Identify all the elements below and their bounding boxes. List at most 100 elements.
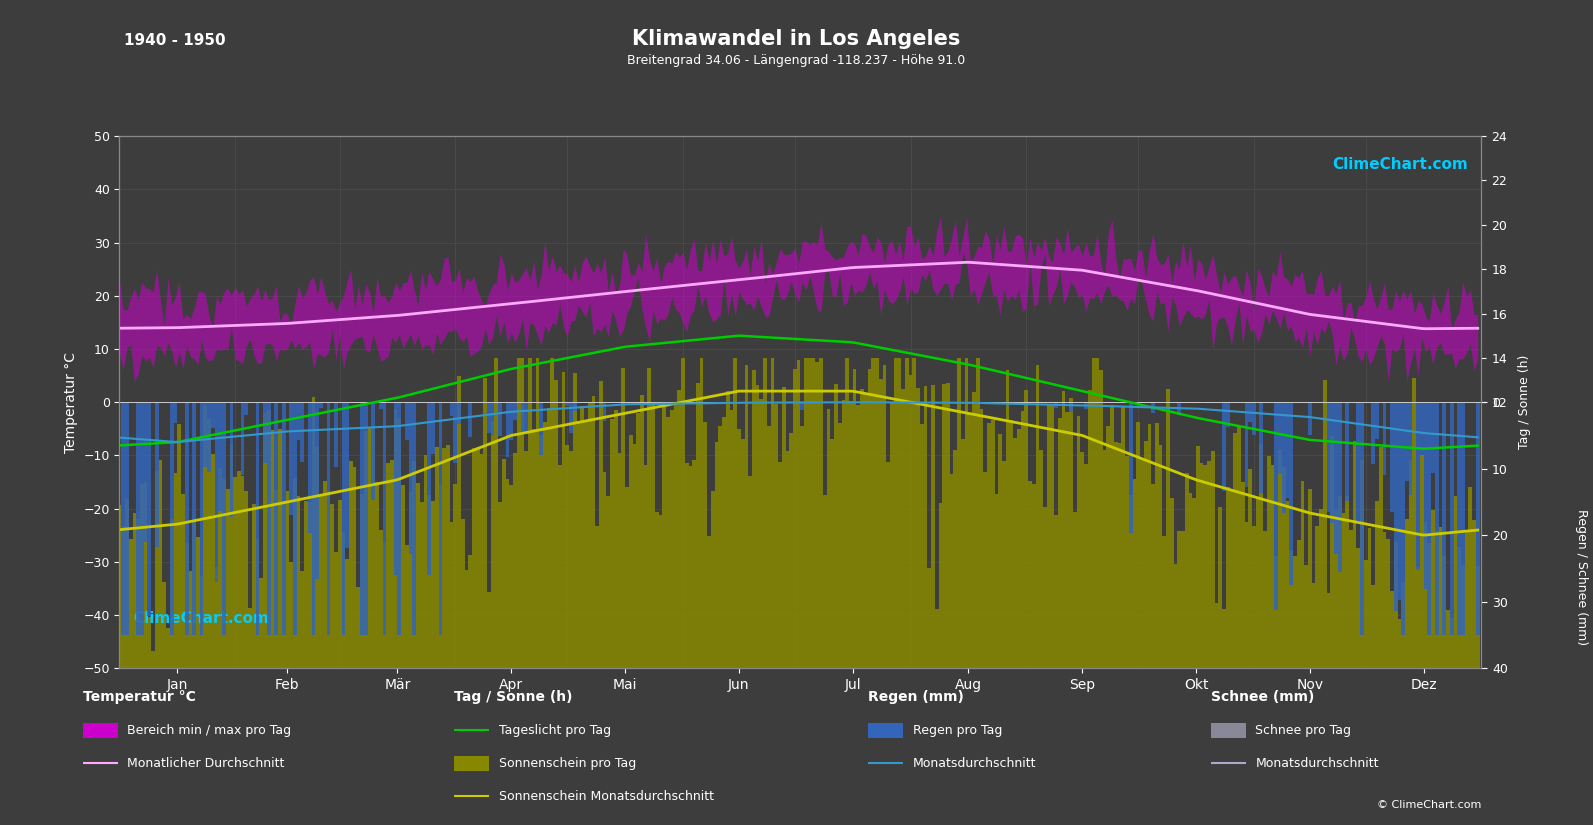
Bar [671,410,674,668]
Bar [307,403,312,533]
Bar [510,485,513,668]
Bar [883,365,886,668]
Bar [252,504,255,668]
Bar [1416,403,1419,570]
Bar [1431,511,1435,668]
Bar [237,471,241,668]
Bar [1375,501,1380,668]
Bar [1114,442,1118,668]
Bar [268,403,271,635]
Bar [229,444,233,668]
Bar [290,562,293,668]
Bar [368,427,371,668]
Bar [401,485,405,668]
Bar [315,403,319,578]
Bar [285,491,290,668]
Bar [468,554,472,668]
Bar [688,465,693,668]
Bar [1002,461,1005,668]
Bar [540,403,543,455]
Text: Monatsdurchschnitt: Monatsdurchschnitt [1255,757,1380,770]
Bar [1435,530,1438,668]
Bar [629,435,632,668]
Bar [210,454,215,668]
Bar [812,358,816,668]
Bar [1286,403,1289,497]
Bar [468,403,472,437]
Bar [241,403,244,474]
Bar [137,403,140,635]
Bar [663,407,666,668]
Bar [416,483,421,668]
Bar [640,394,644,668]
Bar [546,408,551,668]
Bar [846,358,849,668]
Bar [1099,370,1102,668]
Bar [472,448,476,668]
Bar [1372,403,1375,464]
Bar [1047,404,1050,668]
Bar [341,532,346,668]
Bar [360,403,363,635]
Bar [782,387,785,668]
Bar [658,515,663,668]
Bar [121,403,126,635]
Bar [204,403,207,467]
Bar [890,403,894,668]
Bar [524,451,529,668]
Bar [204,405,207,668]
Bar [1238,427,1241,668]
Bar [199,576,204,668]
Bar [1438,527,1442,668]
Bar [1169,498,1174,668]
Bar [588,402,591,668]
Bar [1352,441,1357,668]
Bar [1032,483,1035,668]
Bar [860,389,863,668]
Bar [319,494,323,668]
Bar [1322,380,1327,668]
Bar [296,497,301,668]
Bar [1263,530,1266,668]
Bar [1091,358,1096,668]
Bar [707,535,710,668]
Bar [244,492,249,668]
Bar [315,446,319,668]
Bar [177,424,182,668]
Bar [655,512,658,668]
Bar [390,460,393,668]
Bar [916,388,919,668]
Bar [532,429,535,668]
Bar [1383,532,1386,668]
Text: Temperatur °C: Temperatur °C [83,691,196,704]
Bar [1069,403,1074,412]
Bar [1305,565,1308,668]
Bar [1061,391,1066,668]
Bar [1129,403,1133,533]
Bar [715,441,718,668]
Bar [1215,602,1219,668]
Bar [1357,403,1360,521]
Bar [733,358,738,668]
Bar [1341,513,1344,668]
Bar [1227,487,1230,668]
Bar [137,519,140,668]
Bar [621,368,624,668]
Bar [946,383,949,668]
Bar [1327,403,1330,512]
Bar [693,460,696,668]
Bar [1274,403,1278,610]
Bar [118,505,121,668]
Bar [808,358,812,668]
Bar [1219,507,1222,668]
Bar [1249,469,1252,668]
Bar [312,397,315,668]
Bar [1344,403,1349,501]
Bar [304,501,307,668]
Bar [1364,559,1368,668]
Bar [1419,403,1424,455]
Bar [293,403,296,635]
Bar [1419,455,1424,668]
Bar [1368,528,1372,668]
Bar [1192,497,1196,668]
